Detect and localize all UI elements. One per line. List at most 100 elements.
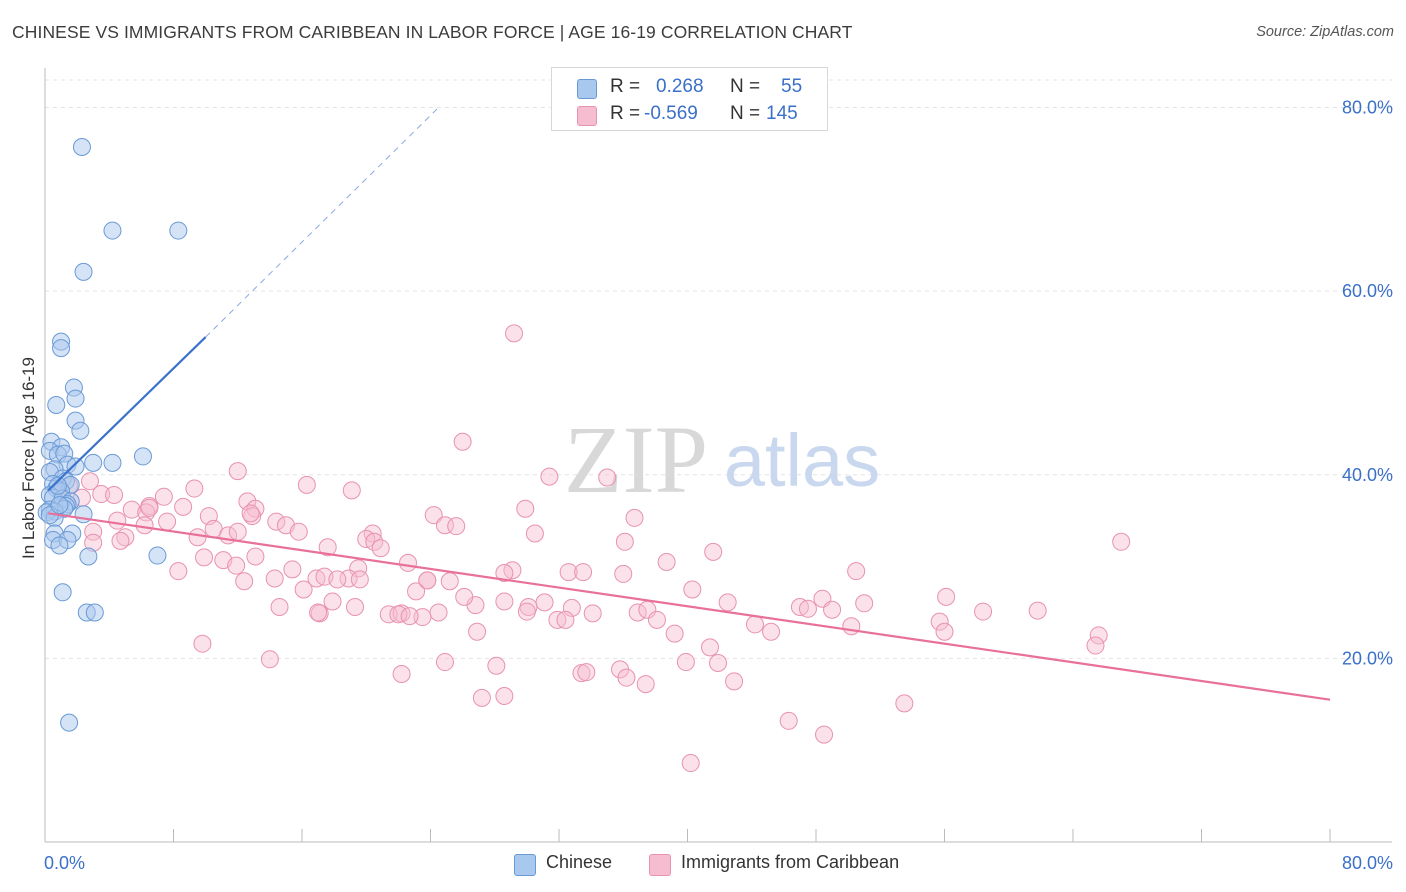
watermark-zip: ZIP — [564, 406, 708, 513]
caribbean-point — [614, 564, 633, 583]
caribbean-point — [665, 624, 684, 643]
caribbean-point — [289, 522, 308, 541]
caribbean-point — [762, 622, 781, 641]
caribbean-point — [1028, 601, 1047, 620]
chinese-point — [50, 496, 69, 515]
caribbean-point — [842, 617, 861, 636]
caribbean-point — [122, 500, 141, 519]
chinese-point — [50, 536, 69, 555]
caribbean-point — [158, 512, 177, 531]
caribbean-point — [709, 653, 728, 672]
caribbean-point — [228, 522, 247, 541]
caribbean-point — [435, 653, 454, 672]
caribbean-point — [241, 504, 260, 523]
caribbean-point — [847, 562, 866, 581]
caribbean-point — [140, 498, 159, 517]
caribbean-point — [937, 587, 956, 606]
chinese-point — [148, 546, 167, 565]
caribbean-point — [615, 532, 634, 551]
chinese-point — [103, 453, 122, 472]
caribbean-swatch-icon — [649, 854, 671, 876]
x-tick-label: 0.0% — [44, 853, 85, 873]
caribbean-point — [855, 594, 874, 613]
caribbean-point — [265, 569, 284, 588]
correlation-legend: R = 0.268 N = 55 R = -0.569 N = 145 — [551, 67, 828, 131]
chinese-point — [169, 221, 188, 240]
caribbean-point — [535, 593, 554, 612]
caribbean-point — [371, 539, 390, 558]
legend-r-value: 0.268 — [656, 76, 704, 97]
caribbean-point — [246, 547, 265, 566]
caribbean-point — [779, 711, 798, 730]
caribbean-point — [516, 499, 535, 518]
chinese-point — [84, 453, 103, 472]
caribbean-point — [297, 475, 316, 494]
caribbean-point — [657, 552, 676, 571]
caribbean-point — [135, 516, 154, 535]
caribbean-point — [495, 592, 514, 611]
chinese-point — [72, 138, 91, 157]
source-credit: Source: ZipAtlas.com — [1256, 24, 1394, 40]
chinese-trend-extension — [205, 107, 439, 338]
caribbean-point — [505, 324, 524, 343]
caribbean-point — [174, 497, 193, 516]
caribbean-point — [718, 593, 737, 612]
caribbean-point — [188, 528, 207, 547]
bottom-legend-label: Immigrants from Caribbean — [681, 852, 900, 872]
caribbean-point — [823, 600, 842, 619]
caribbean-point — [193, 634, 212, 653]
caribbean-point — [407, 582, 426, 601]
caribbean-point — [525, 524, 544, 543]
legend-n-label: N = — [730, 76, 761, 97]
caribbean-point — [154, 487, 173, 506]
caribbean-point — [389, 605, 408, 624]
caribbean-point — [169, 562, 188, 581]
caribbean-point — [495, 687, 514, 706]
chinese-point — [47, 395, 66, 414]
caribbean-point — [294, 580, 313, 599]
caribbean-point — [108, 511, 127, 530]
caribbean-point — [228, 462, 247, 481]
caribbean-point — [260, 650, 279, 669]
caribbean-point — [562, 598, 581, 617]
y-tick-label: 40.0% — [1342, 465, 1393, 485]
caribbean-point — [195, 548, 214, 567]
caribbean-point — [517, 602, 536, 621]
caribbean-point — [80, 472, 99, 491]
caribbean-point — [116, 528, 135, 547]
caribbean-point — [243, 507, 262, 526]
watermark: ZIP atlas — [564, 406, 880, 513]
tick-labels: 20.0% 40.0% 60.0% 80.0% 0.0% 80.0% — [44, 98, 1393, 873]
bottom-legend-label: Chinese — [546, 852, 613, 872]
caribbean-point — [472, 688, 491, 707]
series-caribbean — [52, 324, 1131, 773]
x-tick-label: 80.0% — [1342, 853, 1393, 873]
caribbean-point — [676, 653, 695, 672]
caribbean-point — [574, 563, 593, 582]
legend-row-caribbean: R = -0.569 N = 145 — [552, 101, 827, 127]
caribbean-point — [318, 538, 337, 557]
series-chinese — [37, 138, 188, 732]
caribbean-point — [111, 531, 130, 550]
chinese-swatch-icon — [577, 79, 597, 99]
legend-r-label: R = — [610, 76, 641, 97]
caribbean-point — [413, 608, 432, 627]
caribbean-point — [365, 532, 384, 551]
caribbean-point — [310, 604, 329, 623]
chinese-point — [66, 457, 85, 476]
caribbean-point — [309, 603, 328, 622]
caribbean-point — [447, 517, 466, 536]
caribbean-point — [418, 571, 437, 590]
caribbean-point — [636, 675, 655, 694]
legend-n-value: 55 — [781, 76, 803, 97]
caribbean-point — [92, 485, 111, 504]
chart-title: CHINESE VS IMMIGRANTS FROM CARIBBEAN IN … — [12, 22, 853, 42]
caribbean-point — [974, 602, 993, 621]
caribbean-point — [935, 622, 954, 641]
caribbean-point — [350, 570, 369, 589]
caribbean-point — [455, 587, 474, 606]
caribbean-point — [704, 542, 723, 561]
chinese-point — [66, 389, 85, 408]
chinese-point — [71, 421, 90, 440]
